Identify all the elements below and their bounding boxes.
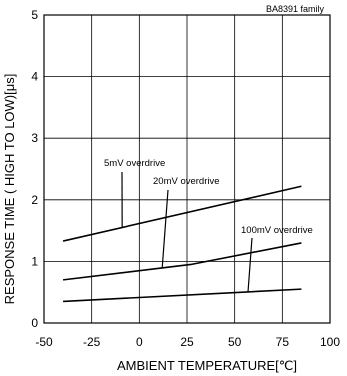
- y-tick-label: 2: [31, 193, 38, 207]
- annotations: 5mV overdrive 20mV overdrive 100mV overdri…: [104, 158, 313, 292]
- x-tick-label: -50: [35, 335, 53, 349]
- annotation-label: 20mV overdrive: [153, 176, 220, 187]
- y-tick-labels: 0 1 2 3 4 5: [31, 8, 38, 330]
- y-tick-label: 0: [31, 316, 38, 330]
- x-tick-label: 75: [276, 335, 290, 349]
- y-tick-label: 3: [31, 131, 38, 145]
- x-tick-label: 25: [180, 335, 194, 349]
- annotation-label: 100mV overdrive: [241, 225, 313, 236]
- annotation-label: 5mV overdrive: [104, 158, 165, 169]
- x-tick-labels: -50 -25 0 25 50 75 100: [35, 335, 340, 349]
- series-line: [62, 242, 302, 281]
- y-tick-label: 4: [31, 70, 38, 84]
- x-tick-label: -25: [83, 335, 101, 349]
- x-tick-label: 0: [136, 335, 143, 349]
- x-tick-label: 50: [228, 335, 242, 349]
- y-tick-label: 1: [31, 254, 38, 268]
- series-line: [62, 185, 302, 242]
- y-tick-label: 5: [31, 8, 38, 22]
- x-tick-label: 100: [320, 335, 340, 349]
- x-axis-title: AMBIENT TEMPERATURE[℃]: [117, 358, 297, 373]
- family-label: BA8391 family: [266, 4, 325, 14]
- annotation-leader: [247, 237, 253, 292]
- plot-frame: [43, 14, 331, 324]
- series-lines: [62, 185, 302, 303]
- annotation-leader: [161, 189, 169, 268]
- gridlines: [44, 15, 330, 323]
- y-axis-title: RESPONSE TIME ( HIGH TO LOW)[μs]: [2, 74, 17, 305]
- series-line: [63, 288, 302, 303]
